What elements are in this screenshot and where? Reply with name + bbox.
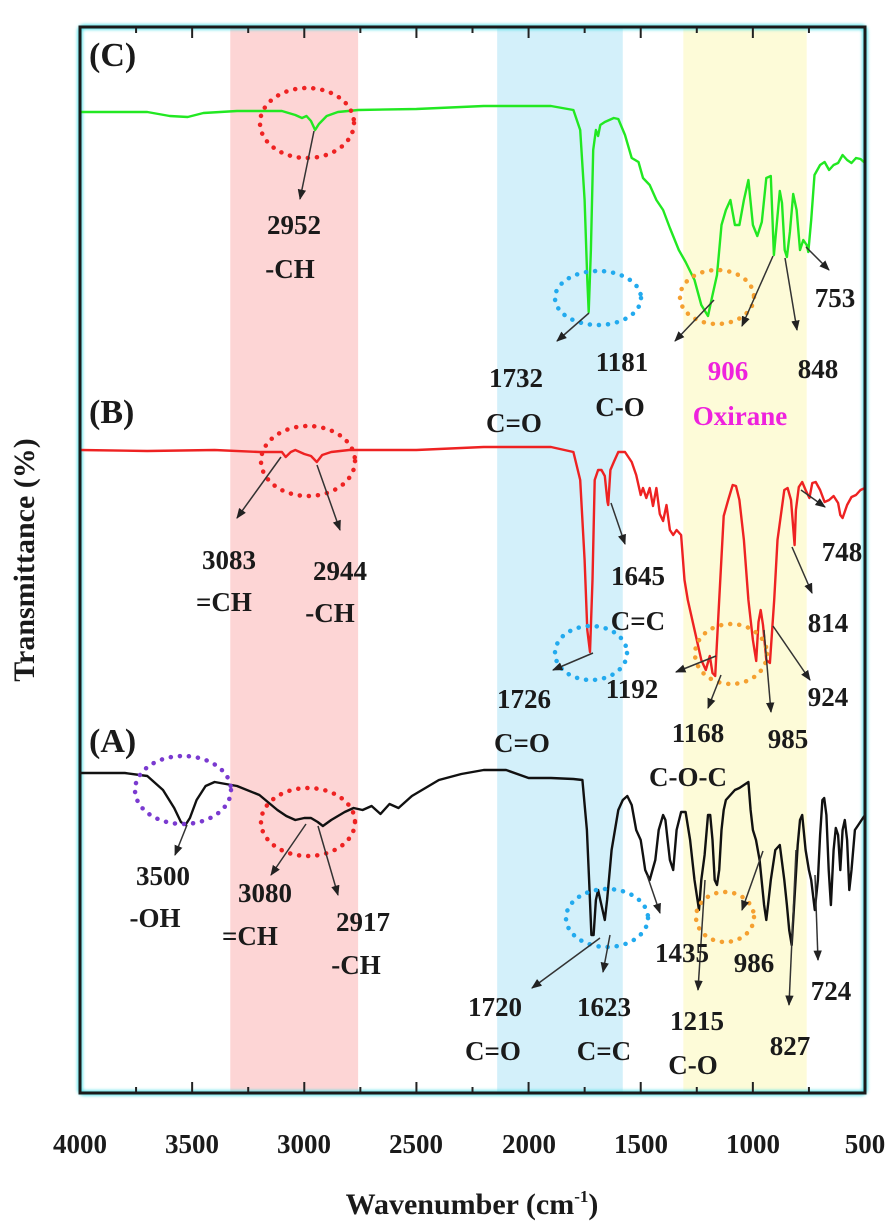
label-b-2944: 2944 — [313, 556, 367, 586]
label-a-986: 986 — [734, 948, 775, 978]
label-b-924: 924 — [808, 682, 849, 712]
label-b-1168: 1168 — [672, 718, 725, 748]
xtick-500: 500 — [845, 1129, 885, 1159]
label-a-1623: 1623 — [577, 992, 631, 1022]
panel-label-b: (B) — [89, 394, 134, 431]
spectra — [79, 104, 866, 947]
xtick-2000: 2000 — [502, 1129, 556, 1159]
label-c-906: 906 — [708, 356, 749, 386]
label-c-oxirane: Oxirane — [693, 401, 788, 431]
label-c-1732-grp: C=O — [486, 408, 542, 438]
spectrum-line-a — [80, 768, 866, 947]
label-a-724: 724 — [811, 976, 852, 1006]
label-b-814: 814 — [808, 608, 849, 638]
circle-b-coc — [692, 621, 770, 687]
circle-a-oh — [132, 753, 234, 827]
label-c-1181: 1181 — [596, 347, 649, 377]
label-b-1168-grp: C-O-C — [649, 762, 727, 792]
x-axis-title: Wavenumber (cm-1) — [346, 1187, 599, 1221]
label-a-3080: 3080 — [238, 878, 292, 908]
panel-labels: (C) (B) (A) — [89, 37, 136, 760]
label-b-1645-grp: C=C — [611, 606, 665, 636]
label-b-748: 748 — [822, 537, 863, 567]
circle-b-co — [552, 623, 630, 683]
spectrum-line-b — [79, 445, 866, 678]
label-a-1720-grp: C=O — [465, 1036, 521, 1066]
circle-a-ch — [258, 785, 358, 859]
highlight-bands — [230, 27, 807, 1093]
circle-a-co2 — [693, 889, 757, 945]
panel-label-c: (C) — [89, 37, 136, 74]
label-b-1645: 1645 — [611, 561, 665, 591]
highlight-band-0 — [230, 27, 359, 1093]
label-b-985: 985 — [768, 724, 809, 754]
xtick-2500: 2500 — [389, 1129, 443, 1159]
xtick-4000: 4000 — [53, 1129, 107, 1159]
label-c-1181-grp: C-O — [595, 392, 645, 422]
label-b-3083-grp: =CH — [196, 587, 252, 617]
label-a-3500: 3500 — [136, 861, 190, 891]
label-b-1726-grp: C=O — [494, 728, 550, 758]
label-a-2917-grp: -CH — [331, 950, 381, 980]
circle-c-ch — [257, 85, 357, 161]
label-a-827: 827 — [770, 1031, 811, 1061]
xtick-3500: 3500 — [165, 1129, 219, 1159]
label-a-1435: 1435 — [655, 938, 709, 968]
panel-label-a: (A) — [89, 723, 136, 760]
label-a-1720: 1720 — [468, 992, 522, 1022]
label-b-2944-grp: -CH — [305, 598, 355, 628]
label-b-3083: 3083 — [202, 545, 256, 575]
label-a-1215: 1215 — [670, 1006, 724, 1036]
xtick-1000: 1000 — [726, 1129, 780, 1159]
plot-frame — [78, 25, 867, 1095]
label-c-2952: 2952 — [267, 210, 321, 240]
circle-c-co — [552, 268, 644, 328]
x-tick-labels: 4000 3500 3000 2500 2000 1500 1000 500 — [53, 1129, 885, 1159]
annotation-labels: 2952 -CH 1732 C=O 1181 C-O 906 Oxirane 8… — [130, 210, 863, 1080]
xtick-3000: 3000 — [277, 1129, 331, 1159]
circle-b-ch — [258, 423, 358, 499]
label-a-1215-grp: C-O — [668, 1050, 718, 1080]
y-axis-title: Transmittance (%) — [8, 438, 41, 682]
label-c-2952-grp: -CH — [265, 254, 315, 284]
label-b-1192: 1192 — [606, 674, 659, 704]
xtick-1500: 1500 — [614, 1129, 668, 1159]
label-a-1623-grp: C=C — [577, 1036, 631, 1066]
label-a-3500-grp: -OH — [130, 903, 181, 933]
circle-c-oxirane — [677, 267, 757, 327]
annotation-arrows — [174, 130, 830, 1007]
label-c-848: 848 — [798, 354, 839, 384]
label-a-3080-grp: =CH — [222, 921, 278, 951]
highlight-band-1 — [497, 27, 623, 1093]
label-c-1732: 1732 — [489, 363, 543, 393]
spectrum-line-c — [80, 104, 866, 318]
label-c-753: 753 — [815, 283, 856, 313]
label-a-2917: 2917 — [336, 907, 390, 937]
peak-circles — [132, 85, 770, 950]
label-b-1726: 1726 — [497, 684, 551, 714]
